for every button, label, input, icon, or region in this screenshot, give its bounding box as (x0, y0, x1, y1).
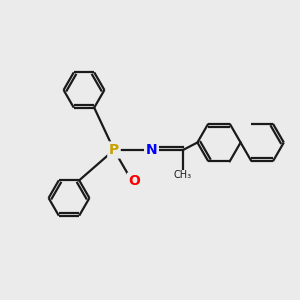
Text: N: N (146, 143, 157, 157)
Text: P: P (109, 143, 119, 157)
Text: CH₃: CH₃ (174, 170, 192, 181)
Text: O: O (128, 174, 140, 188)
